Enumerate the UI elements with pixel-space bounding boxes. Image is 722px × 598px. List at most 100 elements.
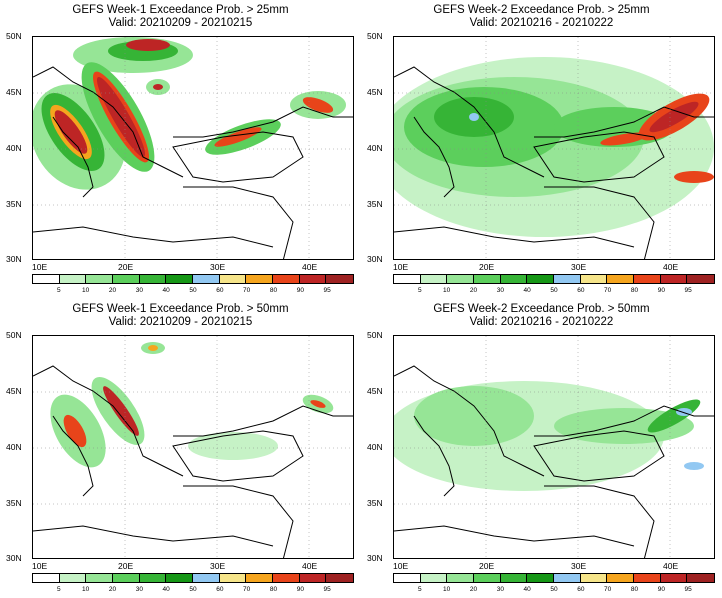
map-canvas [33,37,353,259]
colorbar-label: 5 [418,586,422,593]
colorbar-swatch [326,574,354,582]
colorbar-label: 80 [269,287,278,294]
shading [33,37,346,190]
colorbar-swatch [420,574,448,582]
colorbar-label: 10 [443,586,451,593]
colorbar-swatch [500,275,528,283]
lon-label: 20E [118,561,134,571]
colorbar-label: 10 [443,287,451,294]
coastlines [394,66,714,259]
lat-label: 50N [367,31,383,41]
panel-title: GEFS Week-2 Exceedance Prob. > 50mm [433,303,650,315]
lat-label: 35N [6,498,22,508]
colorbar-swatch [447,574,475,582]
panel-title: GEFS Week-1 Exceedance Prob. > 25mm [72,4,289,16]
colorbar-swatch [166,574,194,582]
colorbar-swatch [113,574,140,582]
lon-label: 40E [663,561,679,571]
coastlines [33,365,353,558]
colorbar-label: 80 [630,586,639,593]
colorbar-label: 90 [296,586,304,593]
colorbar-label: 40 [162,586,170,593]
colorbar-swatch [687,275,715,283]
colorbar-label: 20 [469,287,478,294]
colorbar-swatch [474,275,501,283]
colorbar-label: 95 [684,586,692,593]
panel-valid-dates: Valid: 20210216 - 20210222 [469,17,614,29]
colorbar-swatch [580,275,608,283]
colorbar-label: 95 [323,287,331,294]
colorbar-swatch [554,275,581,283]
map-panel-week1-50mm: GEFS Week-1 Exceedance Prob. > 50mm Vali… [0,299,361,598]
lat-label: 45N [367,87,383,97]
colorbar-swatch [607,574,635,582]
colorbar-label: 90 [657,586,665,593]
lon-label: 10E [32,561,48,571]
lon-label: 10E [32,262,48,272]
lat-label: 30N [367,254,383,264]
colorbar-label: 80 [269,586,278,593]
colorbar-swatch [113,275,140,283]
colorbar-label: 60 [216,586,224,593]
colorbar-swatch [634,275,661,283]
colorbar-swatch [86,275,114,283]
lat-label: 40N [367,143,383,153]
colorbar [393,274,715,284]
colorbar-swatch [474,574,501,582]
colorbar-label: 40 [523,287,531,294]
colorbar-label: 90 [657,287,665,294]
map-panel-week2-25mm: GEFS Week-2 Exceedance Prob. > 25mm Vali… [361,0,722,299]
colorbar-swatch [33,574,60,582]
colorbar-label: 60 [216,287,224,294]
colorbar-label: 10 [82,287,90,294]
colorbar-label: 70 [243,586,251,593]
colorbar-label: 90 [296,287,304,294]
colorbar-swatch [527,275,555,283]
colorbar-swatch [299,574,327,582]
colorbar-label: 20 [108,287,117,294]
lon-label: 20E [479,262,495,272]
panel-title: GEFS Week-2 Exceedance Prob. > 25mm [433,4,650,16]
lon-label: 10E [393,262,409,272]
lat-label: 45N [6,87,22,97]
colorbar-label: 40 [523,586,531,593]
probability-map [393,36,715,260]
map-panel-week2-50mm: GEFS Week-2 Exceedance Prob. > 50mm Vali… [361,299,722,598]
colorbar-label: 50 [189,586,197,593]
colorbar-swatch [420,275,448,283]
probability-map [32,335,354,559]
colorbar-label: 5 [57,586,61,593]
lat-label: 35N [367,199,383,209]
colorbar-label: 40 [162,287,170,294]
colorbar-label: 70 [243,287,251,294]
colorbar-label: 30 [135,586,143,593]
colorbar-label: 70 [604,287,612,294]
gridlines [33,37,353,259]
colorbar-label: 50 [189,287,197,294]
colorbar-swatch [219,574,247,582]
colorbar-swatch [166,275,194,283]
colorbar-label: 20 [469,586,478,593]
colorbar-swatch [193,275,220,283]
colorbar-label: 5 [57,287,61,294]
lat-label: 30N [367,553,383,563]
colorbar-label: 70 [604,586,612,593]
colorbar-label: 50 [550,287,558,294]
colorbar-swatch [500,574,528,582]
lat-label: 50N [6,31,22,41]
colorbar-swatch [219,275,247,283]
coastlines [33,66,353,259]
gridlines [33,336,353,558]
lat-label: 45N [367,386,383,396]
gridlines [394,336,714,558]
colorbar-swatch [687,574,715,582]
lat-label: 40N [6,442,22,452]
lat-label: 30N [6,553,22,563]
colorbar-swatch [139,574,167,582]
colorbar-swatch [59,275,87,283]
colorbar-label: 50 [550,586,558,593]
colorbar-swatch [580,574,608,582]
colorbar-swatch [299,275,327,283]
colorbar-swatch [394,574,421,582]
panel-valid-dates: Valid: 20210216 - 20210222 [469,316,614,328]
